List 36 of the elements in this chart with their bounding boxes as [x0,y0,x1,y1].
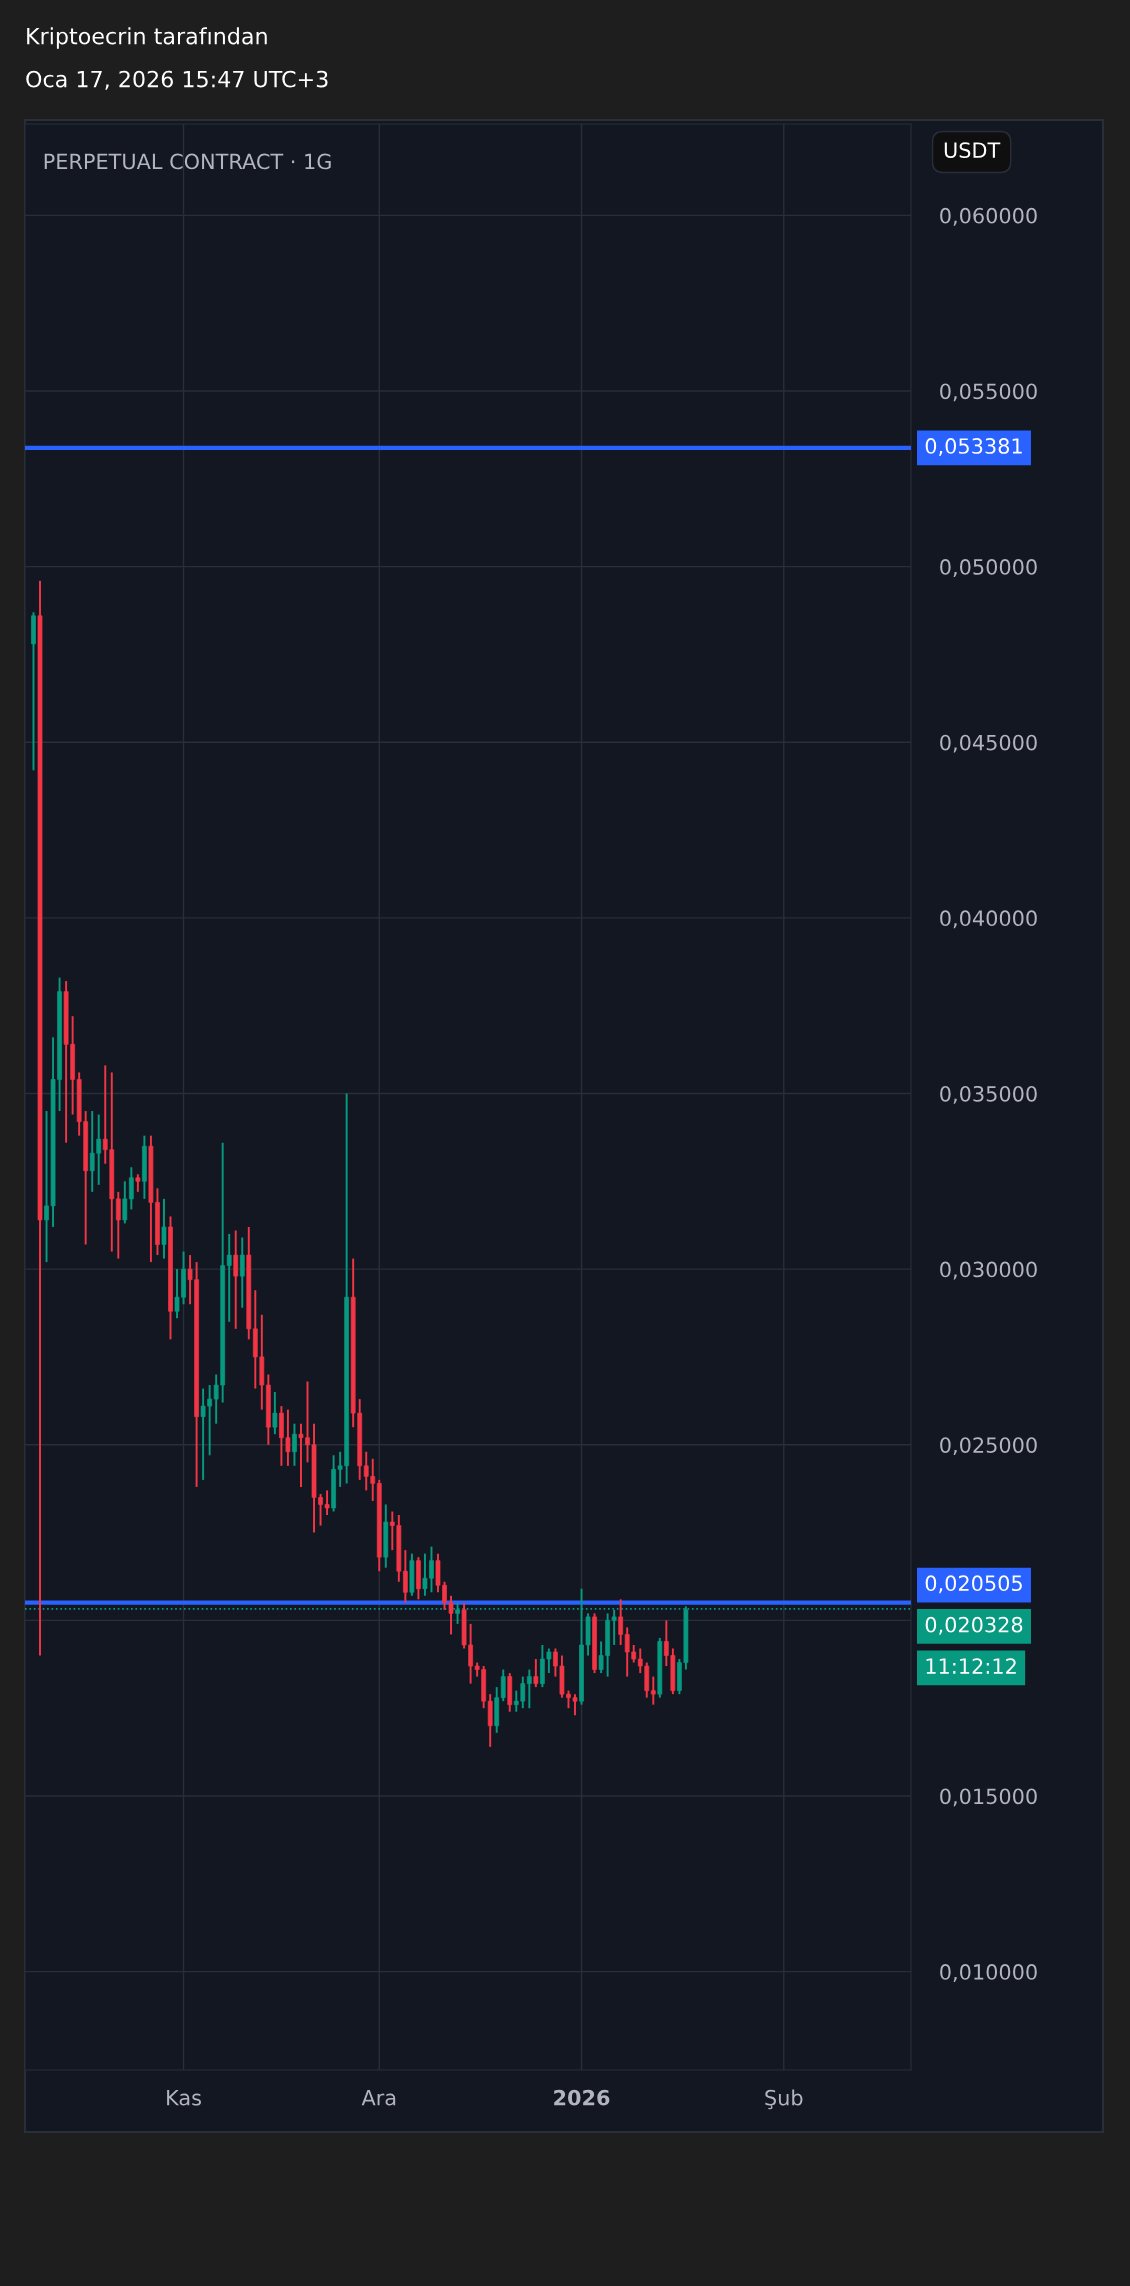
candlestick [128,1166,134,1211]
y-tick-label: 0,060000 [940,207,1037,226]
candlestick [161,1197,167,1260]
y-tick-label: 0,030000 [940,1261,1037,1280]
candlestick [533,1658,539,1689]
annotation: PERPETUAL CONTRACT · 1G [44,153,331,170]
y-tick-label: 0,055000 [940,383,1037,402]
ref-line-label: 0,020328 [925,1616,1023,1635]
candlestick [500,1668,506,1703]
candlestick [526,1668,532,1710]
candlestick [122,1180,128,1225]
candlestick [650,1675,656,1706]
x-tick-label: Kas [167,2090,201,2106]
y-tick-label: 0,015000 [940,1788,1037,1807]
y-tick-label: 0,040000 [940,910,1037,929]
candlestick [226,1233,232,1323]
chart-title: Kriptoecrin tarafından [27,27,267,49]
chart-subtitle: Oca 17, 2026 15:47 UTC+3 [26,70,328,90]
y-tick-label: 0,050000 [940,559,1037,577]
candlestick [239,1236,245,1309]
candlestick [115,1190,121,1260]
ref-line-label: 0,020505 [925,1575,1022,1594]
text: USDT [944,142,1001,159]
y-tick-label: 0,045000 [940,734,1037,753]
candlestick [292,1422,297,1467]
candlestick [272,1391,278,1436]
x-tick-label: 2026 [554,2089,610,2106]
y-tick-label: 0,010000 [940,1964,1037,1982]
x-tick-label: Ara [361,2090,396,2106]
ref-line-label: 0,053381 [925,438,1022,456]
candlestick [618,1598,624,1646]
candlestick [233,1229,239,1330]
y-tick-label: 0,035000 [940,1085,1037,1104]
x-tick-label: Şub [765,2089,803,2110]
text: 11:12:12 [926,1658,1016,1674]
y-tick-label: 0,025000 [940,1437,1037,1456]
